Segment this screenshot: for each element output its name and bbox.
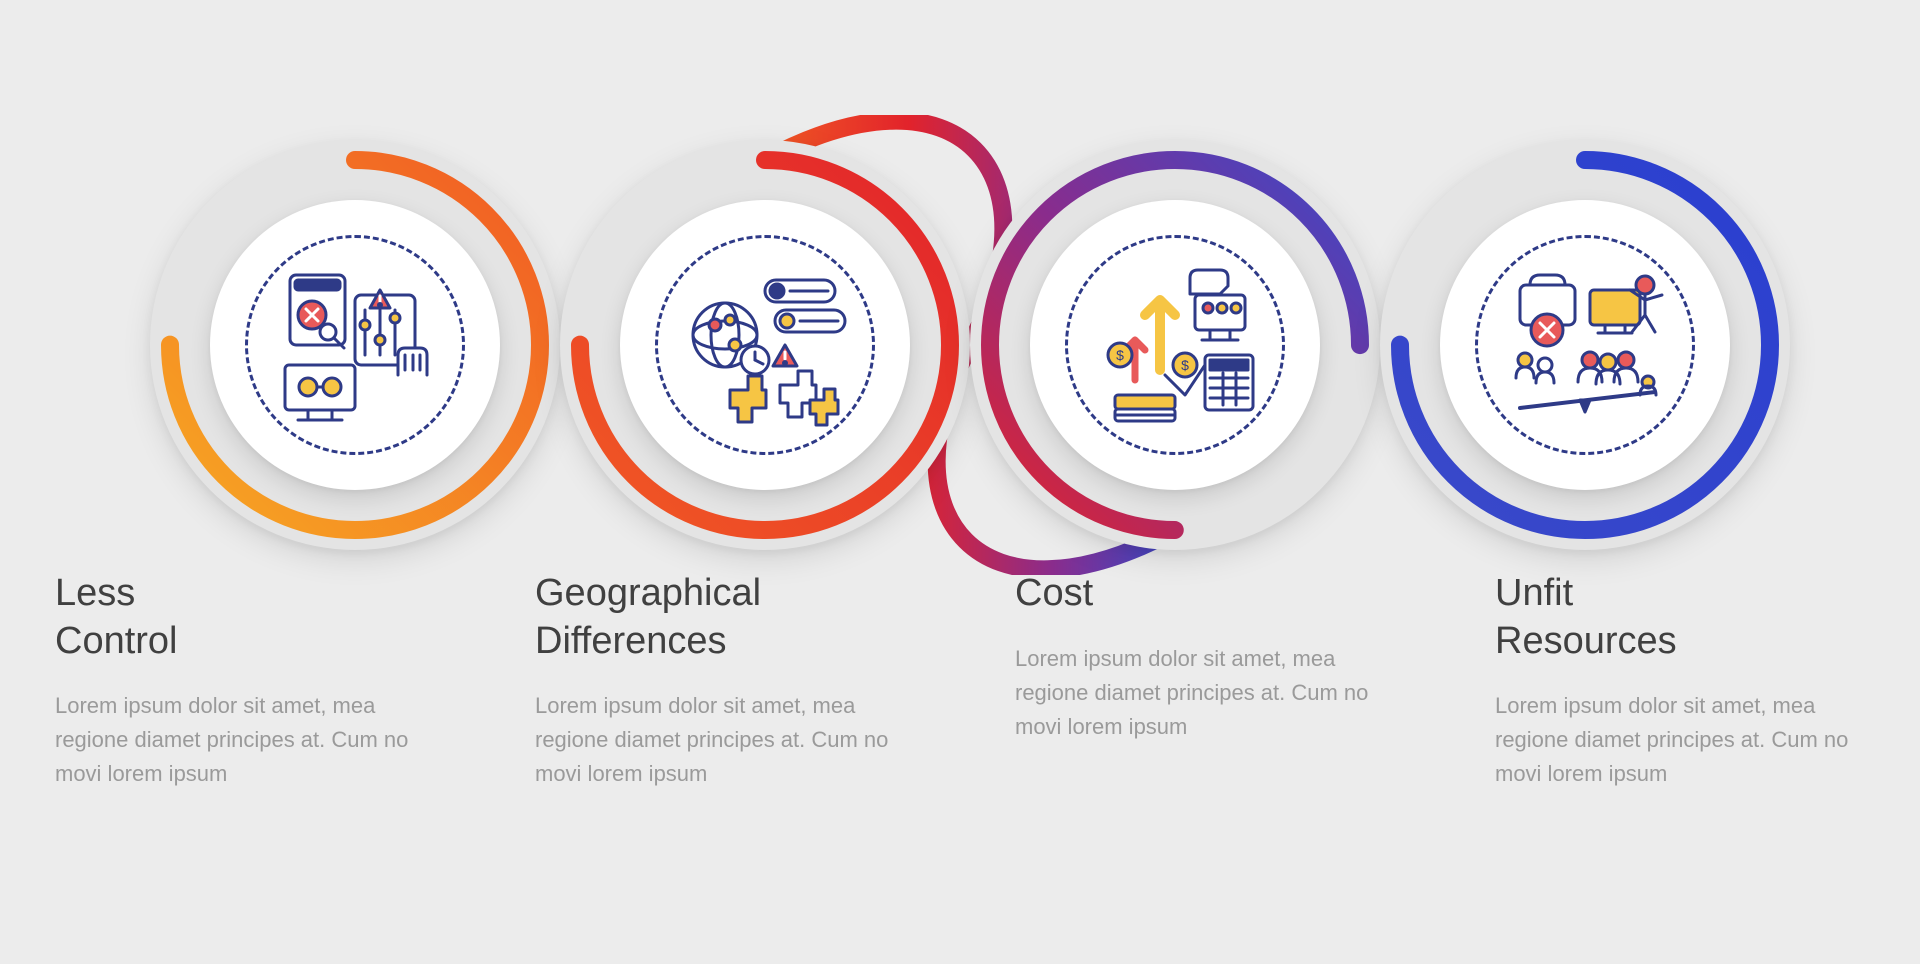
infographic-canvas: $ $	[0, 0, 1920, 964]
circle-node-unfit-resources	[1380, 140, 1790, 550]
labels-row: Less Control Lorem ipsum dolor sit amet,…	[0, 570, 1920, 791]
inner-circle: $ $	[1030, 200, 1320, 490]
node-title: Geographical Differences	[535, 570, 905, 665]
label-col-geographical-differences: Geographical Differences Lorem ipsum dol…	[480, 570, 960, 791]
circle-node-less-control	[150, 140, 560, 550]
geo-icon	[655, 235, 875, 455]
node-title: Cost	[1015, 570, 1385, 618]
resources-icon	[1475, 235, 1695, 455]
node-description: Lorem ipsum dolor sit amet, mea regione …	[535, 689, 905, 791]
circle-node-geographical-differences	[560, 140, 970, 550]
control-icon	[245, 235, 465, 455]
circle-node-cost: $ $	[970, 140, 1380, 550]
cost-icon: $ $	[1065, 235, 1285, 455]
node-description: Lorem ipsum dolor sit amet, mea regione …	[1015, 642, 1385, 744]
dashed-border	[245, 235, 465, 455]
node-title: Less Control	[55, 570, 425, 665]
inner-circle	[1440, 200, 1730, 490]
node-title: Unfit Resources	[1495, 570, 1865, 665]
inner-circle	[210, 200, 500, 490]
label-col-cost: Cost Lorem ipsum dolor sit amet, mea reg…	[960, 570, 1440, 791]
circles-row: $ $	[0, 115, 1920, 575]
dashed-border	[655, 235, 875, 455]
dashed-border	[1475, 235, 1695, 455]
inner-circle	[620, 200, 910, 490]
label-col-unfit-resources: Unfit Resources Lorem ipsum dolor sit am…	[1440, 570, 1920, 791]
dashed-border	[1065, 235, 1285, 455]
node-description: Lorem ipsum dolor sit amet, mea regione …	[1495, 689, 1865, 791]
node-description: Lorem ipsum dolor sit amet, mea regione …	[55, 689, 425, 791]
label-col-less-control: Less Control Lorem ipsum dolor sit amet,…	[0, 570, 480, 791]
